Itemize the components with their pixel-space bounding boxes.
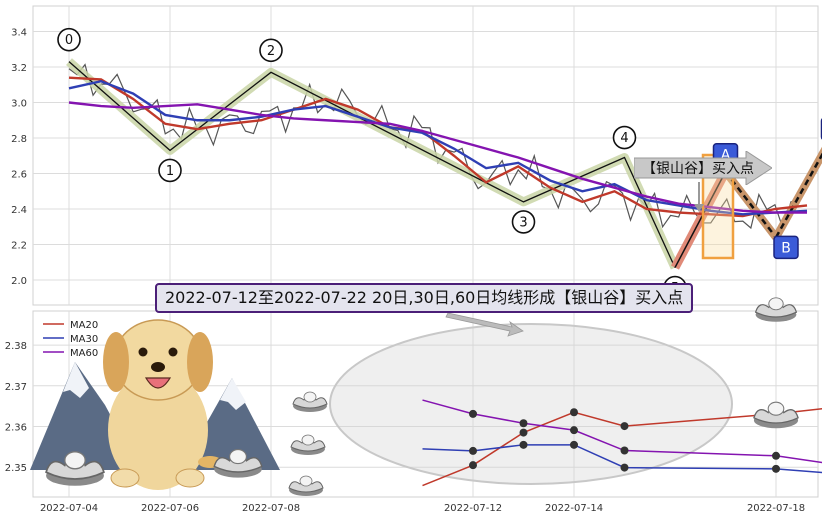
zoom-y-tick-label: 2.35 <box>5 463 27 474</box>
pattern-label: A <box>721 148 731 164</box>
dog-ear-right-icon <box>187 332 213 392</box>
pattern-leg-5a-core <box>674 171 727 268</box>
banner-pointer-icon <box>445 312 524 337</box>
ingot-top <box>299 475 313 487</box>
ingot-icon <box>754 297 798 322</box>
price-y-tick-label: 3.0 <box>11 99 27 110</box>
zoom-ma30-point <box>519 440 528 449</box>
wave-label-circle <box>158 158 182 183</box>
zoom-ma20-point <box>519 428 528 437</box>
signal-banner: 2022-07-12至2022-07-22 20日,30日,60日均线形成【银山… <box>155 283 694 313</box>
mountain-right-snow <box>220 378 246 410</box>
zoom-ma30-point <box>469 446 477 455</box>
dog-body-icon <box>108 370 208 490</box>
mountain-left-snow <box>63 362 89 398</box>
x-tick-label: 2022-07-06 <box>141 503 199 514</box>
dog-ear-left-icon <box>103 332 129 392</box>
pattern-leg-bc-dash <box>774 152 822 239</box>
buy-zone-pointer-head <box>694 204 704 212</box>
pattern-label-box <box>773 235 799 260</box>
wave-label-circle <box>511 210 536 234</box>
wave-label: 0 <box>65 33 73 48</box>
zoom-ma20-point <box>469 461 477 470</box>
ingot-top <box>303 391 317 403</box>
ingot-top <box>768 297 784 311</box>
price-y-tick-label: 2.0 <box>11 276 27 287</box>
wave-label: 2 <box>267 44 275 59</box>
price-ma20-line <box>68 76 808 218</box>
dog-mouth-icon <box>144 377 172 389</box>
legend-label: MA20 <box>70 320 98 331</box>
ma-zoom-panel: 2.35 2.36 2.37 2.38 2022-07-04 2022-07-06 2022… <box>5 310 822 514</box>
dog-eye-right-icon <box>168 347 178 357</box>
zoom-ma30-line <box>422 444 822 474</box>
wave-label: 3 <box>519 215 527 230</box>
dog-paw-left-icon <box>110 468 140 488</box>
wave-label: 4 <box>620 131 628 146</box>
x-tick-label: 2022-07-12 <box>444 503 502 514</box>
zoom-ma20-point <box>620 422 629 431</box>
wave-label-circle <box>612 125 637 150</box>
zoom-ma20-point <box>570 408 578 417</box>
zoom-y-tick-label: 2.38 <box>5 341 27 352</box>
price-y-tick-label: 2.4 <box>11 205 27 216</box>
x-tick-label: 2022-07-08 <box>242 503 300 514</box>
zoom-ma60-line <box>422 399 822 464</box>
x-tick-label: 2022-07-04 <box>40 503 98 514</box>
ingot-icon <box>753 401 799 429</box>
wave-label-circle <box>57 27 81 52</box>
zoom-ma30-point <box>570 440 578 449</box>
zoom-y-tick-label: 2.37 <box>5 382 27 393</box>
price-ma30-line <box>68 79 808 216</box>
ingot-top <box>229 449 247 465</box>
price-y-tick-label: 2.8 <box>11 134 27 145</box>
dog-eye-left-icon <box>138 347 148 357</box>
dog-paw-right-icon <box>175 468 205 488</box>
price-y-tick-label: 3.4 <box>11 28 27 39</box>
callout-text: 【银山谷】买入点 <box>642 161 754 177</box>
ingot-top <box>767 401 785 416</box>
price-line <box>68 63 800 231</box>
zoom-ma20-line <box>422 407 822 487</box>
signal-banner-text: 2022-07-12至2022-07-22 20日,30日,60日均线形成【银山… <box>165 288 684 307</box>
legend-label: MA60 <box>70 348 98 359</box>
zoom-y-tick-label: 2.36 <box>5 423 27 434</box>
zoom-ma60-point <box>469 409 477 418</box>
decorations <box>30 297 799 496</box>
ingot-icon <box>292 391 328 412</box>
legend-label: MA30 <box>70 334 98 345</box>
pattern-label: B <box>781 240 791 256</box>
zoom-ma60-point <box>519 419 528 428</box>
dog-nose-icon <box>151 362 165 372</box>
zoom-ma30-point <box>772 464 780 473</box>
ingot-top <box>64 451 86 470</box>
price-panel: 2.02.22.42.62.83.03.23.4012345ABC <box>11 5 822 306</box>
ingot-icon <box>290 434 326 455</box>
price-ma60-line <box>68 101 807 214</box>
x-tick-label: 2022-07-18 <box>747 503 805 514</box>
ingot-icon <box>45 451 105 486</box>
wave-label-circle <box>259 38 283 63</box>
ingot-icon <box>213 449 263 478</box>
price-y-tick-label: 3.2 <box>11 63 27 74</box>
ingot-top <box>301 434 315 446</box>
highlight-ellipse <box>329 323 733 485</box>
zoom-ma60-point <box>772 451 780 460</box>
wave-line <box>68 61 676 268</box>
buy-point-callout: 【银山谷】买入点 <box>633 150 773 186</box>
zoom-ma60-point <box>620 446 629 455</box>
ingot-icon <box>288 475 324 496</box>
zoom-ma30-point <box>620 463 629 472</box>
zoom-ma60-point <box>570 426 578 435</box>
price-y-tick-label: 2.6 <box>11 170 27 181</box>
price-y-tick-label: 2.2 <box>11 241 27 252</box>
x-tick-label: 2022-07-14 <box>545 503 603 514</box>
callout-arrow-icon <box>633 150 773 186</box>
wave-label: 1 <box>166 164 174 179</box>
